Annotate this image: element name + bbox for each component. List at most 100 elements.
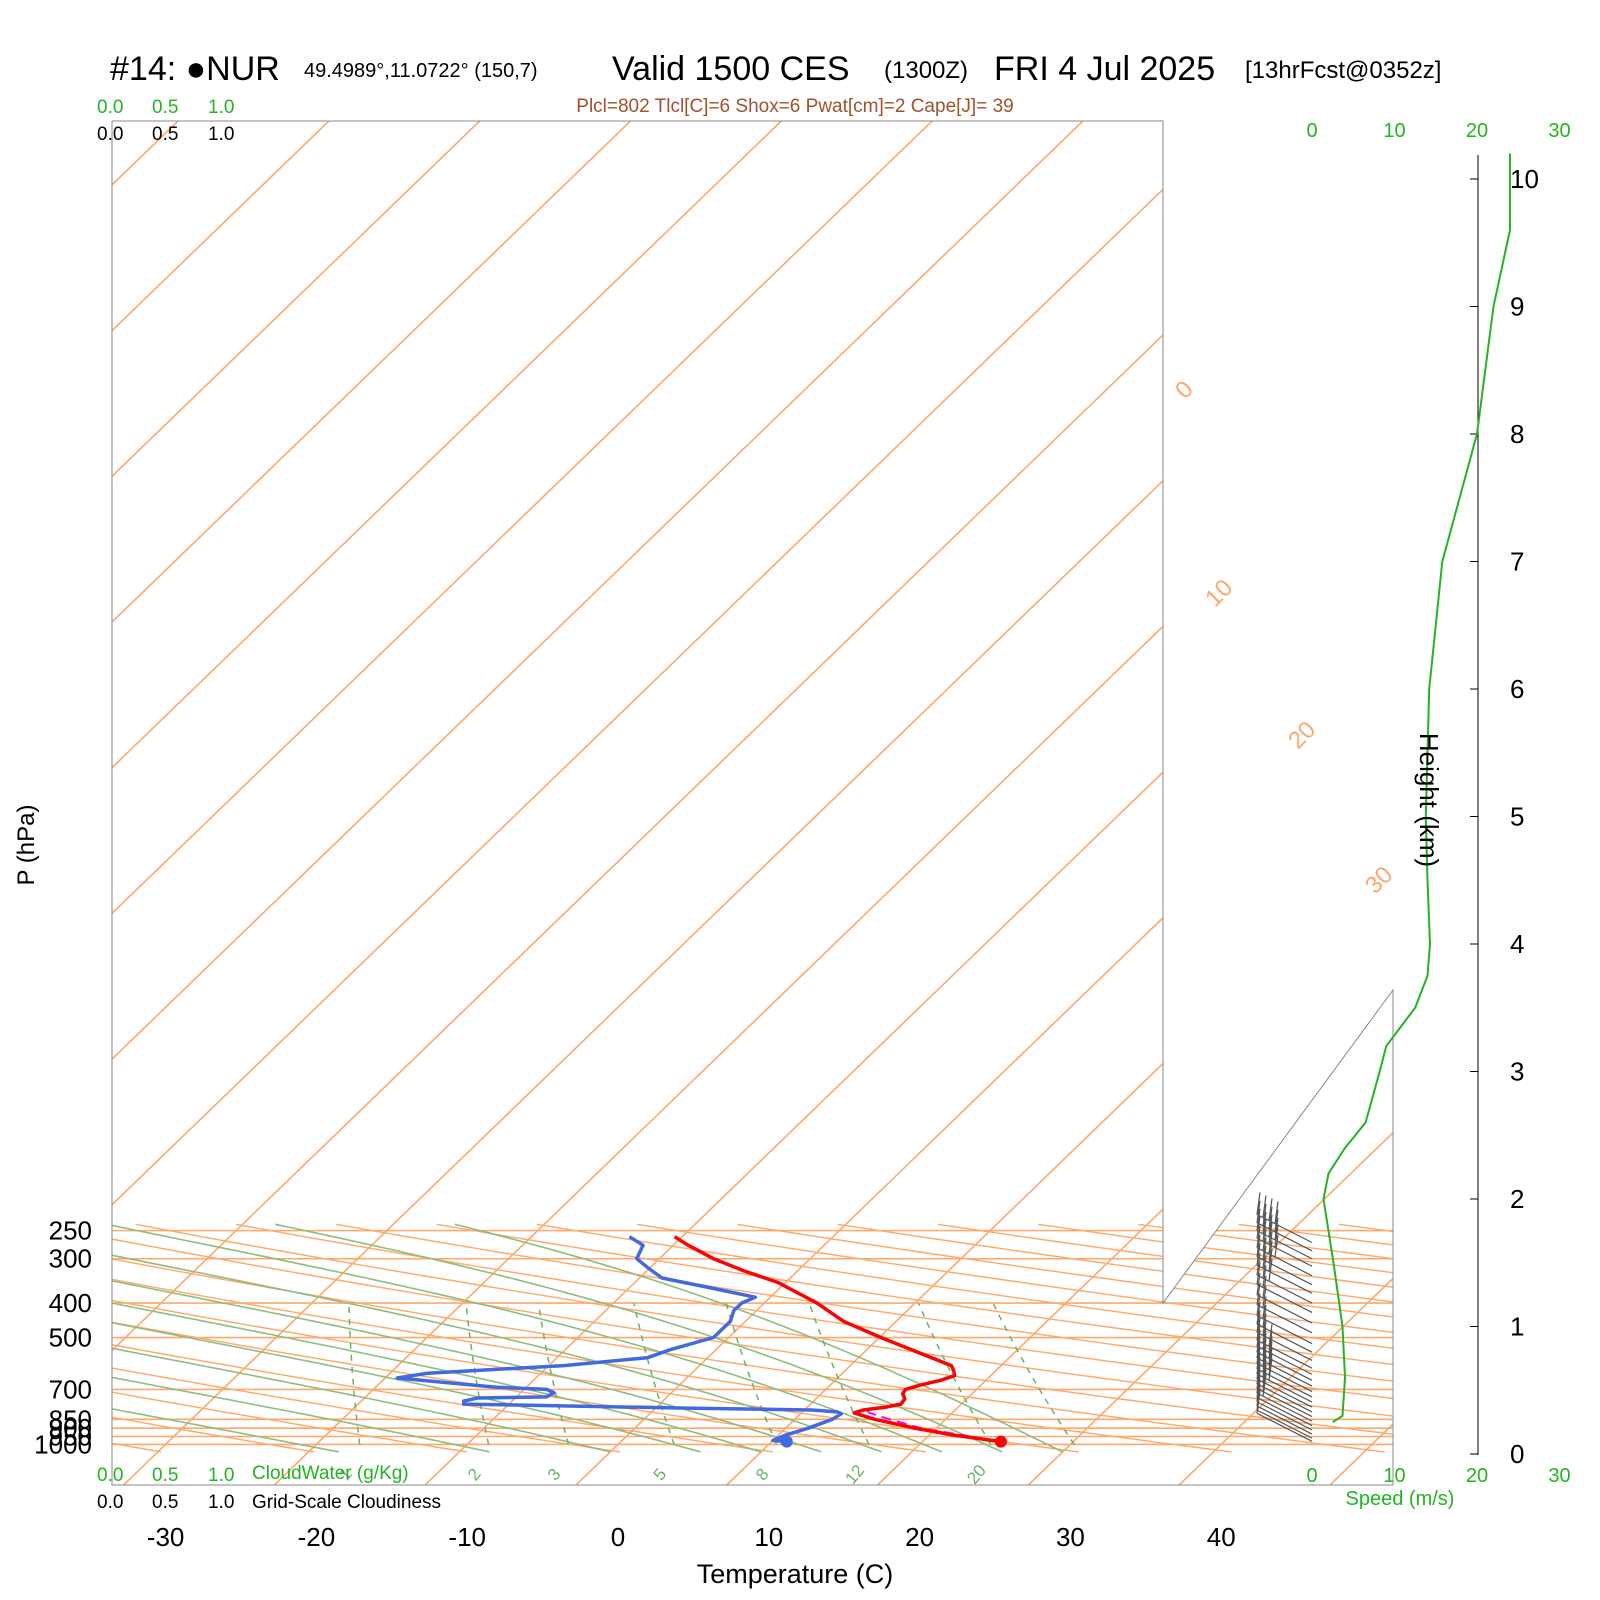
temperature-tick-label: 30 bbox=[1056, 1522, 1085, 1552]
mixing-ratio-line bbox=[465, 1303, 490, 1445]
dry-adiabat bbox=[112, 1223, 621, 1453]
scale-tick: 1.0 bbox=[208, 1492, 234, 1513]
scale-tick: 0.0 bbox=[97, 1465, 123, 1486]
isotherm-label: 30 bbox=[1360, 861, 1398, 899]
dry-adiabat bbox=[737, 1223, 1393, 1453]
isotherm bbox=[112, 121, 481, 1485]
wind-barb bbox=[1256, 1383, 1313, 1435]
dewpoint-profile bbox=[395, 1235, 843, 1444]
top-cloudwater-scale: 0.0 0.5 1.0 bbox=[97, 97, 234, 118]
isotherm bbox=[877, 121, 1393, 1485]
height-tick-label: 1 bbox=[1510, 1312, 1524, 1342]
plot-border bbox=[111, 120, 1394, 1486]
sounding-indices: Plcl=802 Tlcl[C]=6 Shox=6 Pwat[cm]=2 Cap… bbox=[576, 96, 1013, 117]
speed-tick-label: 10 bbox=[1383, 1465, 1405, 1487]
pressure-tick-label: 900 bbox=[49, 1413, 92, 1443]
isotherm bbox=[424, 121, 1393, 1485]
valid-date: FRI 4 Jul 2025 bbox=[994, 50, 1215, 88]
dry-adiabat bbox=[112, 1223, 1393, 1453]
isotherm bbox=[112, 121, 782, 1485]
mixing-ratio-line bbox=[537, 1302, 570, 1445]
pressure-tick-label: 400 bbox=[49, 1288, 92, 1318]
mixing-ratio-line bbox=[992, 1302, 1075, 1445]
speed-tick-label: 30 bbox=[1548, 1465, 1570, 1487]
utc-time: (1300Z) bbox=[884, 57, 968, 84]
dry-adiabat bbox=[0, 1224, 8, 1452]
isotherm bbox=[575, 121, 1393, 1485]
temperature-tick-label: -20 bbox=[298, 1522, 336, 1552]
scale-tick: 0.5 bbox=[152, 97, 178, 118]
mixing-ratio-label: 8 bbox=[752, 1465, 773, 1484]
moist-adiabat bbox=[112, 1223, 882, 1453]
mixing-ratio-label: 5 bbox=[650, 1465, 671, 1484]
scale-tick: 0.0 bbox=[97, 124, 123, 145]
isotherm bbox=[112, 121, 1084, 1485]
isotherm bbox=[1329, 121, 1393, 1485]
height-axis-title: Height (km) bbox=[1414, 733, 1444, 867]
dry-adiabat bbox=[335, 1223, 1393, 1453]
pressure-tick-label: 850 bbox=[49, 1404, 92, 1434]
wind-barb bbox=[1256, 1341, 1313, 1393]
moist-adiabat bbox=[112, 1223, 943, 1453]
speed-tick-label: 30 bbox=[1548, 120, 1570, 142]
bottom-cloudwater-scale: 0.0 0.5 1.0 CloudWater (g/Kg) bbox=[97, 1463, 409, 1486]
isotherm bbox=[112, 121, 1386, 1485]
x-axis-title: Temperature (C) bbox=[697, 1559, 894, 1589]
isotherm bbox=[1178, 121, 1393, 1485]
surface-temperature-marker bbox=[994, 1435, 1007, 1448]
isotherm bbox=[112, 121, 1235, 1485]
temperature-tick-label: 10 bbox=[754, 1522, 783, 1552]
height-tick-label: 9 bbox=[1510, 292, 1524, 322]
height-tick-label: 2 bbox=[1510, 1184, 1524, 1214]
bottom-cloudiness-scale: 0.0 0.5 1.0 Grid-Scale Cloudiness bbox=[97, 1492, 441, 1513]
speed-axis-title: Speed (m/s) bbox=[1346, 1488, 1455, 1510]
height-tick-label: 5 bbox=[1510, 802, 1524, 832]
station-coords: 49.4989°,11.0722° (150,7) bbox=[304, 60, 538, 82]
dry-adiabat bbox=[112, 1223, 1232, 1453]
moist-adiabat bbox=[112, 1223, 701, 1453]
dry-adiabat bbox=[536, 1223, 1393, 1453]
temperature-tick-label: 20 bbox=[905, 1522, 934, 1552]
moist-adiabat bbox=[112, 1223, 339, 1453]
isotherm-label: 20 bbox=[1283, 716, 1321, 754]
scale-tick: 0.0 bbox=[97, 1492, 123, 1513]
speed-tick-label: 0 bbox=[1306, 120, 1317, 142]
mixing-ratio-label: 12 bbox=[841, 1461, 868, 1488]
wind-barb bbox=[1256, 1243, 1313, 1294]
temperature-tick-label: -10 bbox=[448, 1522, 486, 1552]
mixing-ratio-line bbox=[725, 1302, 778, 1445]
moist-adiabat bbox=[275, 1223, 1003, 1453]
dry-adiabat bbox=[235, 1223, 1393, 1453]
valid-time: Valid 1500 CES bbox=[612, 50, 850, 88]
dry-adiabat bbox=[112, 1223, 926, 1453]
wind-speed-profile bbox=[1322, 153, 1511, 1423]
wind-barb bbox=[1256, 1192, 1313, 1244]
moist-adiabat bbox=[454, 1223, 1063, 1453]
mixing-ratio-line bbox=[808, 1302, 870, 1445]
top-cloudiness-scale: 0.0 0.5 1.0 bbox=[97, 124, 234, 145]
isotherm bbox=[112, 121, 632, 1485]
height-tick-label: 10 bbox=[1510, 164, 1539, 194]
scale-tick: 0.5 bbox=[152, 124, 178, 145]
mixing-ratio-label: 2 bbox=[464, 1465, 485, 1484]
height-tick-label: 7 bbox=[1510, 547, 1524, 577]
station-title: #14: ●NUR bbox=[110, 50, 280, 88]
scale-tick: 1.0 bbox=[208, 97, 234, 118]
height-tick-label: 6 bbox=[1510, 674, 1524, 704]
moist-adiabat bbox=[112, 1223, 611, 1453]
wind-barbs bbox=[1256, 1192, 1313, 1442]
pressure-tick-label: 500 bbox=[49, 1323, 92, 1353]
isotherm bbox=[112, 121, 330, 1485]
dry-adiabat bbox=[112, 1223, 773, 1453]
height-tick-label: 4 bbox=[1510, 929, 1524, 959]
scale-tick: 1.0 bbox=[208, 124, 234, 145]
wind-speed-panel: 0 0 10 10 20 20 30 30 0 1 2 3 4 5 6 7 8 9 10 bbox=[1306, 120, 1570, 1487]
wind-barb bbox=[1256, 1234, 1313, 1286]
wind-barb bbox=[1256, 1361, 1313, 1413]
isotherm bbox=[112, 121, 933, 1485]
speed-tick-label: 20 bbox=[1466, 1465, 1488, 1487]
height-tick-label: 8 bbox=[1510, 419, 1524, 449]
pressure-tick-label: 250 bbox=[49, 1216, 92, 1246]
scale-tick: 0.5 bbox=[152, 1492, 178, 1513]
temperature-tick-label: 0 bbox=[611, 1522, 625, 1552]
